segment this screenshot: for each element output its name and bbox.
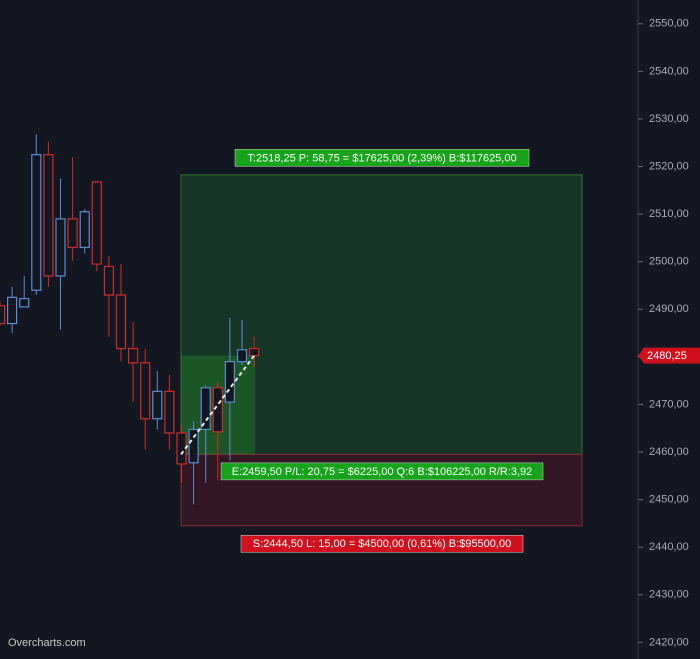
watermark: Overcharts.com	[8, 637, 86, 649]
target-zone	[180, 174, 583, 455]
y-tick-label: 2450,00	[649, 494, 689, 506]
candle-body	[79, 211, 90, 249]
candle-body	[6, 296, 18, 325]
last-price-label: 2480,25	[647, 350, 687, 362]
entry-label: E:2459,50 P/L: 20,75 = $6225,00 Q:6 B:$1…	[232, 466, 533, 478]
candle-body	[176, 432, 187, 465]
y-tick-label: 2540,00	[649, 65, 689, 77]
candle-body	[249, 347, 260, 357]
candle-body	[212, 387, 223, 433]
y-tick-label: 2520,00	[649, 160, 689, 172]
candle-body	[200, 387, 211, 431]
candle-body	[188, 428, 199, 464]
target-label: T:2518,25 P: 58,75 = $17625,00 (2,39%) B…	[247, 152, 516, 164]
y-tick-label: 2510,00	[649, 208, 689, 220]
y-tick-label: 2550,00	[649, 18, 689, 30]
last-price-tag	[638, 347, 700, 364]
candle-body	[115, 294, 127, 350]
target-box	[234, 149, 530, 167]
candle-body	[152, 390, 163, 420]
stop-label: S:2444,50 L: 15,00 = $4500,00 (0,61%) B:…	[253, 538, 511, 550]
candle-body	[103, 265, 115, 296]
candle-body	[164, 390, 175, 434]
candle-body	[19, 297, 30, 308]
y-tick-label: 2490,00	[649, 303, 689, 315]
stop-box	[240, 535, 524, 553]
candle-body	[0, 305, 6, 325]
entry-box	[220, 462, 544, 481]
y-tick-label: 2460,00	[649, 446, 689, 458]
y-tick-label: 2420,00	[649, 636, 689, 648]
candle-body	[31, 154, 42, 291]
y-tick-label: 2440,00	[649, 541, 689, 553]
y-tick-label: 2530,00	[649, 113, 689, 125]
y-tick-label: 2500,00	[649, 256, 689, 268]
y-tick-label: 2470,00	[649, 398, 689, 410]
candle-body	[236, 349, 248, 363]
candle-body	[43, 154, 54, 277]
candle-body	[91, 181, 102, 265]
candle-body	[55, 218, 66, 277]
candle-body	[224, 361, 235, 403]
candle-body	[140, 362, 151, 420]
candle-body	[67, 218, 78, 249]
candle-body	[128, 347, 139, 364]
y-tick-label: 2430,00	[649, 589, 689, 601]
